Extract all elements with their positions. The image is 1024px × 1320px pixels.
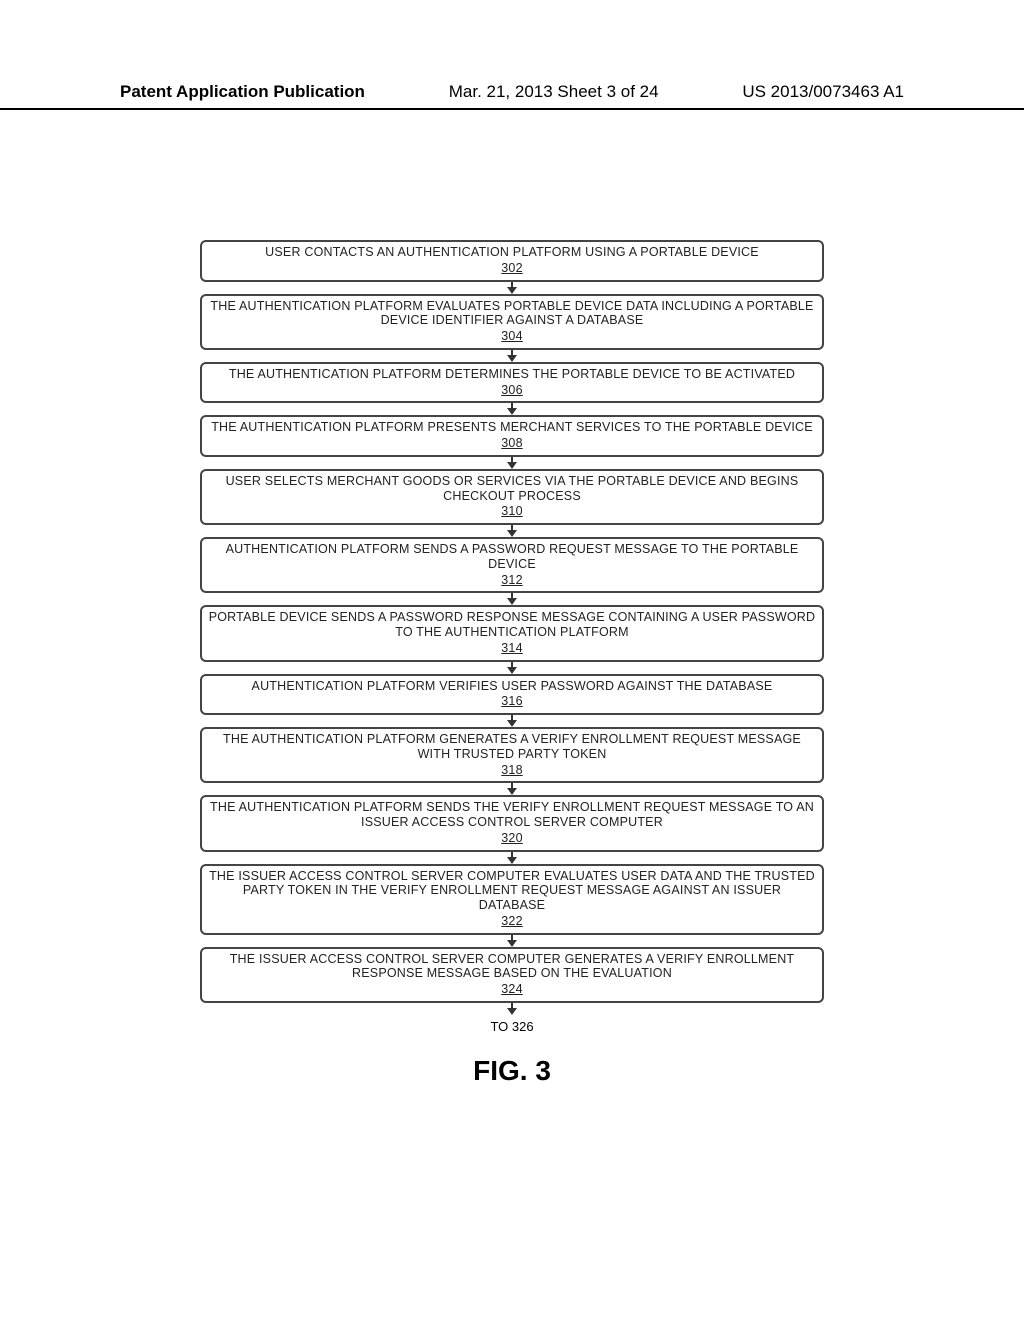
step-text: USER SELECTS MERCHANT GOODS OR SERVICES … (208, 474, 816, 504)
step-ref: 324 (208, 982, 816, 997)
flow-step: THE AUTHENTICATION PLATFORM SENDS THE VE… (200, 795, 824, 851)
step-text: THE AUTHENTICATION PLATFORM GENERATES A … (208, 732, 816, 762)
arrow-down-icon (511, 1003, 513, 1015)
step-ref: 318 (208, 763, 816, 778)
step-text: USER CONTACTS AN AUTHENTICATION PLATFORM… (208, 245, 816, 260)
step-text: THE ISSUER ACCESS CONTROL SERVER COMPUTE… (208, 952, 816, 982)
header-right: US 2013/0073463 A1 (742, 82, 904, 102)
header-mid: Mar. 21, 2013 Sheet 3 of 24 (449, 82, 659, 102)
flow-step: USER SELECTS MERCHANT GOODS OR SERVICES … (200, 469, 824, 525)
page-header: Patent Application Publication Mar. 21, … (0, 82, 1024, 110)
flow-step: THE AUTHENTICATION PLATFORM PRESENTS MER… (200, 415, 824, 457)
arrow-down-icon (511, 282, 513, 294)
step-ref: 302 (208, 261, 816, 276)
arrow-down-icon (511, 935, 513, 947)
flow-step: PORTABLE DEVICE SENDS A PASSWORD RESPONS… (200, 605, 824, 661)
arrow-down-icon (511, 525, 513, 537)
flow-step: USER CONTACTS AN AUTHENTICATION PLATFORM… (200, 240, 824, 282)
step-ref: 316 (208, 694, 816, 709)
arrow-down-icon (511, 593, 513, 605)
arrow-down-icon (511, 350, 513, 362)
step-ref: 304 (208, 329, 816, 344)
arrow-down-icon (511, 403, 513, 415)
step-text: AUTHENTICATION PLATFORM VERIFIES USER PA… (208, 679, 816, 694)
step-text: THE AUTHENTICATION PLATFORM PRESENTS MER… (208, 420, 816, 435)
step-ref: 312 (208, 573, 816, 588)
figure-label: FIG. 3 (0, 1055, 1024, 1087)
arrow-down-icon (511, 852, 513, 864)
step-text: PORTABLE DEVICE SENDS A PASSWORD RESPONS… (208, 610, 816, 640)
step-text: AUTHENTICATION PLATFORM SENDS A PASSWORD… (208, 542, 816, 572)
continuation-label: TO 326 (490, 1019, 533, 1034)
step-ref: 314 (208, 641, 816, 656)
step-ref: 310 (208, 504, 816, 519)
step-ref: 306 (208, 383, 816, 398)
step-text: THE AUTHENTICATION PLATFORM EVALUATES PO… (208, 299, 816, 329)
flow-step: THE ISSUER ACCESS CONTROL SERVER COMPUTE… (200, 947, 824, 1003)
flow-step: THE ISSUER ACCESS CONTROL SERVER COMPUTE… (200, 864, 824, 935)
arrow-down-icon (511, 715, 513, 727)
flow-step: AUTHENTICATION PLATFORM SENDS A PASSWORD… (200, 537, 824, 593)
flow-step: THE AUTHENTICATION PLATFORM DETERMINES T… (200, 362, 824, 404)
step-text: THE AUTHENTICATION PLATFORM DETERMINES T… (208, 367, 816, 382)
flowchart: USER CONTACTS AN AUTHENTICATION PLATFORM… (200, 240, 824, 1034)
header-left: Patent Application Publication (120, 82, 365, 102)
step-ref: 320 (208, 831, 816, 846)
step-ref: 322 (208, 914, 816, 929)
step-text: THE ISSUER ACCESS CONTROL SERVER COMPUTE… (208, 869, 816, 913)
flow-step: AUTHENTICATION PLATFORM VERIFIES USER PA… (200, 674, 824, 716)
step-ref: 308 (208, 436, 816, 451)
arrow-down-icon (511, 457, 513, 469)
arrow-down-icon (511, 783, 513, 795)
step-text: THE AUTHENTICATION PLATFORM SENDS THE VE… (208, 800, 816, 830)
arrow-down-icon (511, 662, 513, 674)
flow-step: THE AUTHENTICATION PLATFORM EVALUATES PO… (200, 294, 824, 350)
flow-step: THE AUTHENTICATION PLATFORM GENERATES A … (200, 727, 824, 783)
